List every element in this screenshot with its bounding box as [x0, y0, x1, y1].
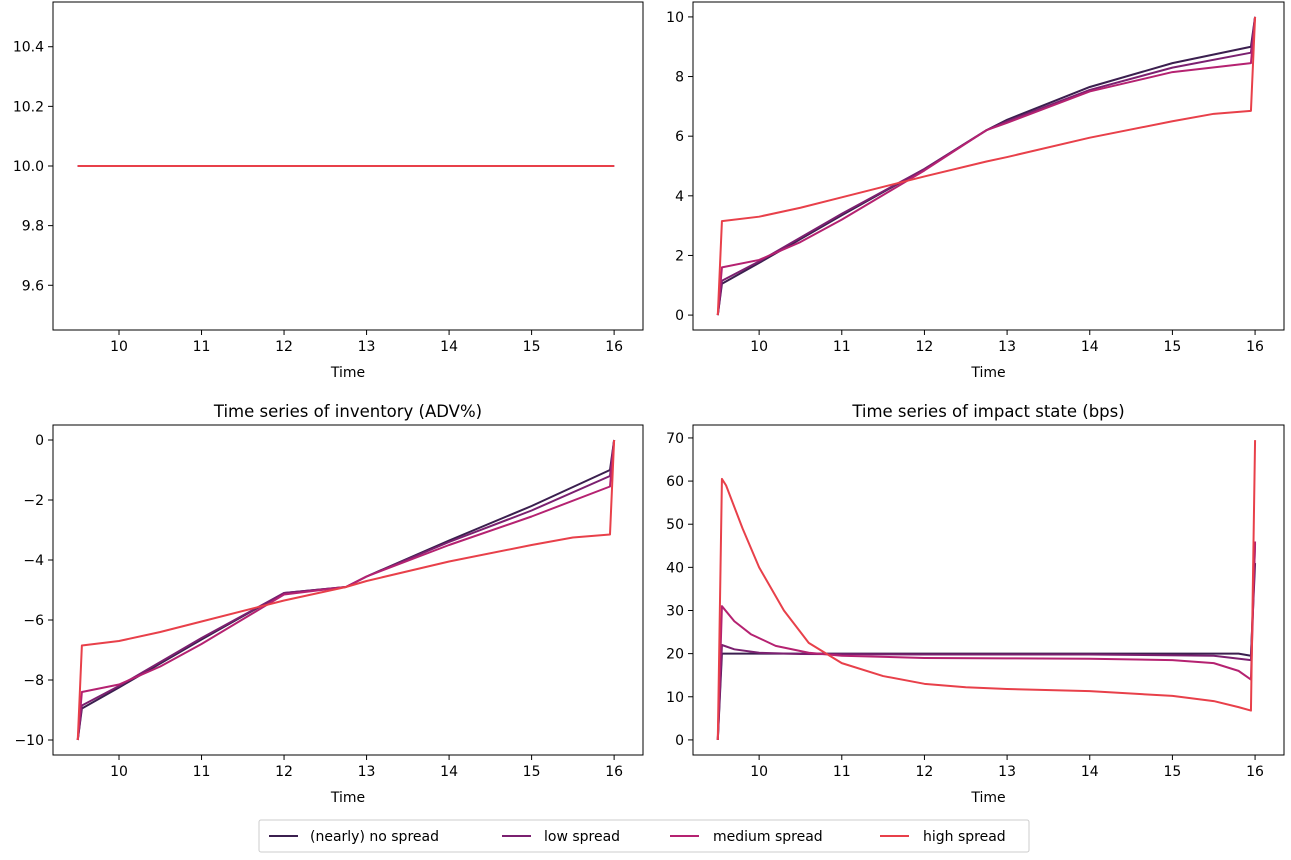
y-tick-label: −2	[23, 493, 44, 509]
x-tick-label: 14	[440, 764, 458, 780]
x-tick-label: 15	[523, 764, 541, 780]
series-line-low-spread	[716, 16, 1257, 316]
y-tick-label: 9.8	[22, 219, 44, 235]
axes-frame	[52, 424, 644, 756]
x-tick-label: 16	[1246, 764, 1264, 780]
x-tick-label: 16	[605, 339, 623, 355]
y-tick-label: 2	[675, 248, 684, 264]
y-tick-label: 8	[675, 70, 684, 86]
x-axis-label: Time	[970, 790, 1005, 806]
series-line-nearly-no-spread	[716, 16, 1257, 316]
x-tick-label: 11	[193, 339, 211, 355]
x-tick-label: 10	[110, 764, 128, 780]
plot-area	[76, 439, 616, 741]
x-tick-label: 15	[1163, 339, 1181, 355]
y-tick-label: 0	[35, 433, 44, 449]
x-tick-label: 15	[1163, 764, 1181, 780]
y-tick-label: −10	[14, 733, 44, 749]
y-tick-label: 0	[675, 733, 684, 749]
plot-area	[716, 440, 1257, 740]
y-tick-label: −8	[23, 673, 44, 689]
series-line-medium-spread	[716, 541, 1257, 740]
axes-frame	[692, 424, 1285, 756]
x-tick-label: 12	[275, 764, 293, 780]
x-tick-label: 11	[833, 339, 851, 355]
x-tick-label: 13	[998, 764, 1016, 780]
subplot-1: 10 11 12 13 14 15 16 9.6 9.8 10.0 10.2 10.4 Time	[13, 1, 644, 381]
x-tick-label: 13	[358, 764, 376, 780]
x-axis-label: Time	[970, 365, 1005, 381]
y-tick-label: −6	[23, 613, 44, 629]
y-tick-label: 10	[666, 690, 684, 706]
x-tick-label: 11	[833, 764, 851, 780]
series-line-low-spread	[76, 439, 616, 741]
x-tick-label: 16	[1246, 339, 1264, 355]
legend-frame	[258, 819, 1030, 853]
axes-frame	[692, 1, 1285, 331]
y-tick-label: 10	[666, 10, 684, 26]
y-tick-label: 70	[666, 431, 684, 447]
subplot-title: Time series of inventory (ADV%)	[213, 402, 482, 421]
subplot-4: 10 11 12 13 14 15 16 0 10 20 30 40 50 60 70 Time Time se…	[666, 402, 1285, 806]
y-tick-label: 10.2	[13, 99, 44, 115]
x-tick-label: 12	[916, 764, 934, 780]
y-tick-label: 60	[666, 474, 684, 490]
y-tick-label: 10.0	[13, 159, 44, 175]
x-tick-label: 10	[750, 339, 768, 355]
subplot-3: 10 11 12 13 14 15 16 −10 −8 −6 −4 −2 0 Time Time serie…	[14, 402, 644, 806]
y-tick-label: −4	[23, 553, 44, 569]
x-tick-label: 14	[440, 339, 458, 355]
legend-label-low-spread: low spread	[544, 829, 620, 845]
x-tick-label: 16	[605, 764, 623, 780]
x-tick-label: 14	[1081, 339, 1099, 355]
y-tick-label: 0	[675, 308, 684, 324]
y-tick-label: 20	[666, 647, 684, 663]
legend-label-medium-spread: medium spread	[713, 829, 823, 845]
series-line-low-spread	[716, 543, 1257, 740]
subplot-2: 10 11 12 13 14 15 16 0 2 4 6 8 10 Time	[666, 1, 1285, 381]
series-line-high-spread	[716, 440, 1257, 740]
series-line-high-spread	[716, 16, 1257, 316]
y-tick-label: 9.6	[22, 278, 44, 294]
legend: (nearly) no spread low spread medium spr…	[258, 819, 1030, 853]
series-line-medium-spread	[716, 16, 1257, 316]
x-tick-label: 10	[110, 339, 128, 355]
legend-label-nearly-no-spread: (nearly) no spread	[310, 829, 439, 845]
x-tick-label: 15	[523, 339, 541, 355]
y-tick-label: 10.4	[13, 40, 44, 56]
plot-area	[716, 16, 1257, 316]
series-line-nearly-no-spread	[76, 439, 616, 741]
x-tick-label: 13	[358, 339, 376, 355]
y-tick-label: 30	[666, 603, 684, 619]
x-tick-label: 11	[193, 764, 211, 780]
legend-label-high-spread: high spread	[923, 829, 1006, 845]
x-tick-label: 10	[750, 764, 768, 780]
x-tick-label: 12	[275, 339, 293, 355]
series-line-high-spread	[76, 439, 616, 741]
x-tick-label: 13	[998, 339, 1016, 355]
series-line-medium-spread	[76, 439, 616, 741]
subplot-title: Time series of impact state (bps)	[851, 402, 1124, 421]
y-tick-label: 40	[666, 560, 684, 576]
y-tick-label: 6	[675, 129, 684, 145]
y-tick-label: 50	[666, 517, 684, 533]
x-axis-label: Time	[330, 365, 365, 381]
x-axis-label: Time	[330, 790, 365, 806]
y-tick-label: 4	[675, 189, 684, 205]
x-tick-label: 14	[1081, 764, 1099, 780]
x-tick-label: 12	[916, 339, 934, 355]
